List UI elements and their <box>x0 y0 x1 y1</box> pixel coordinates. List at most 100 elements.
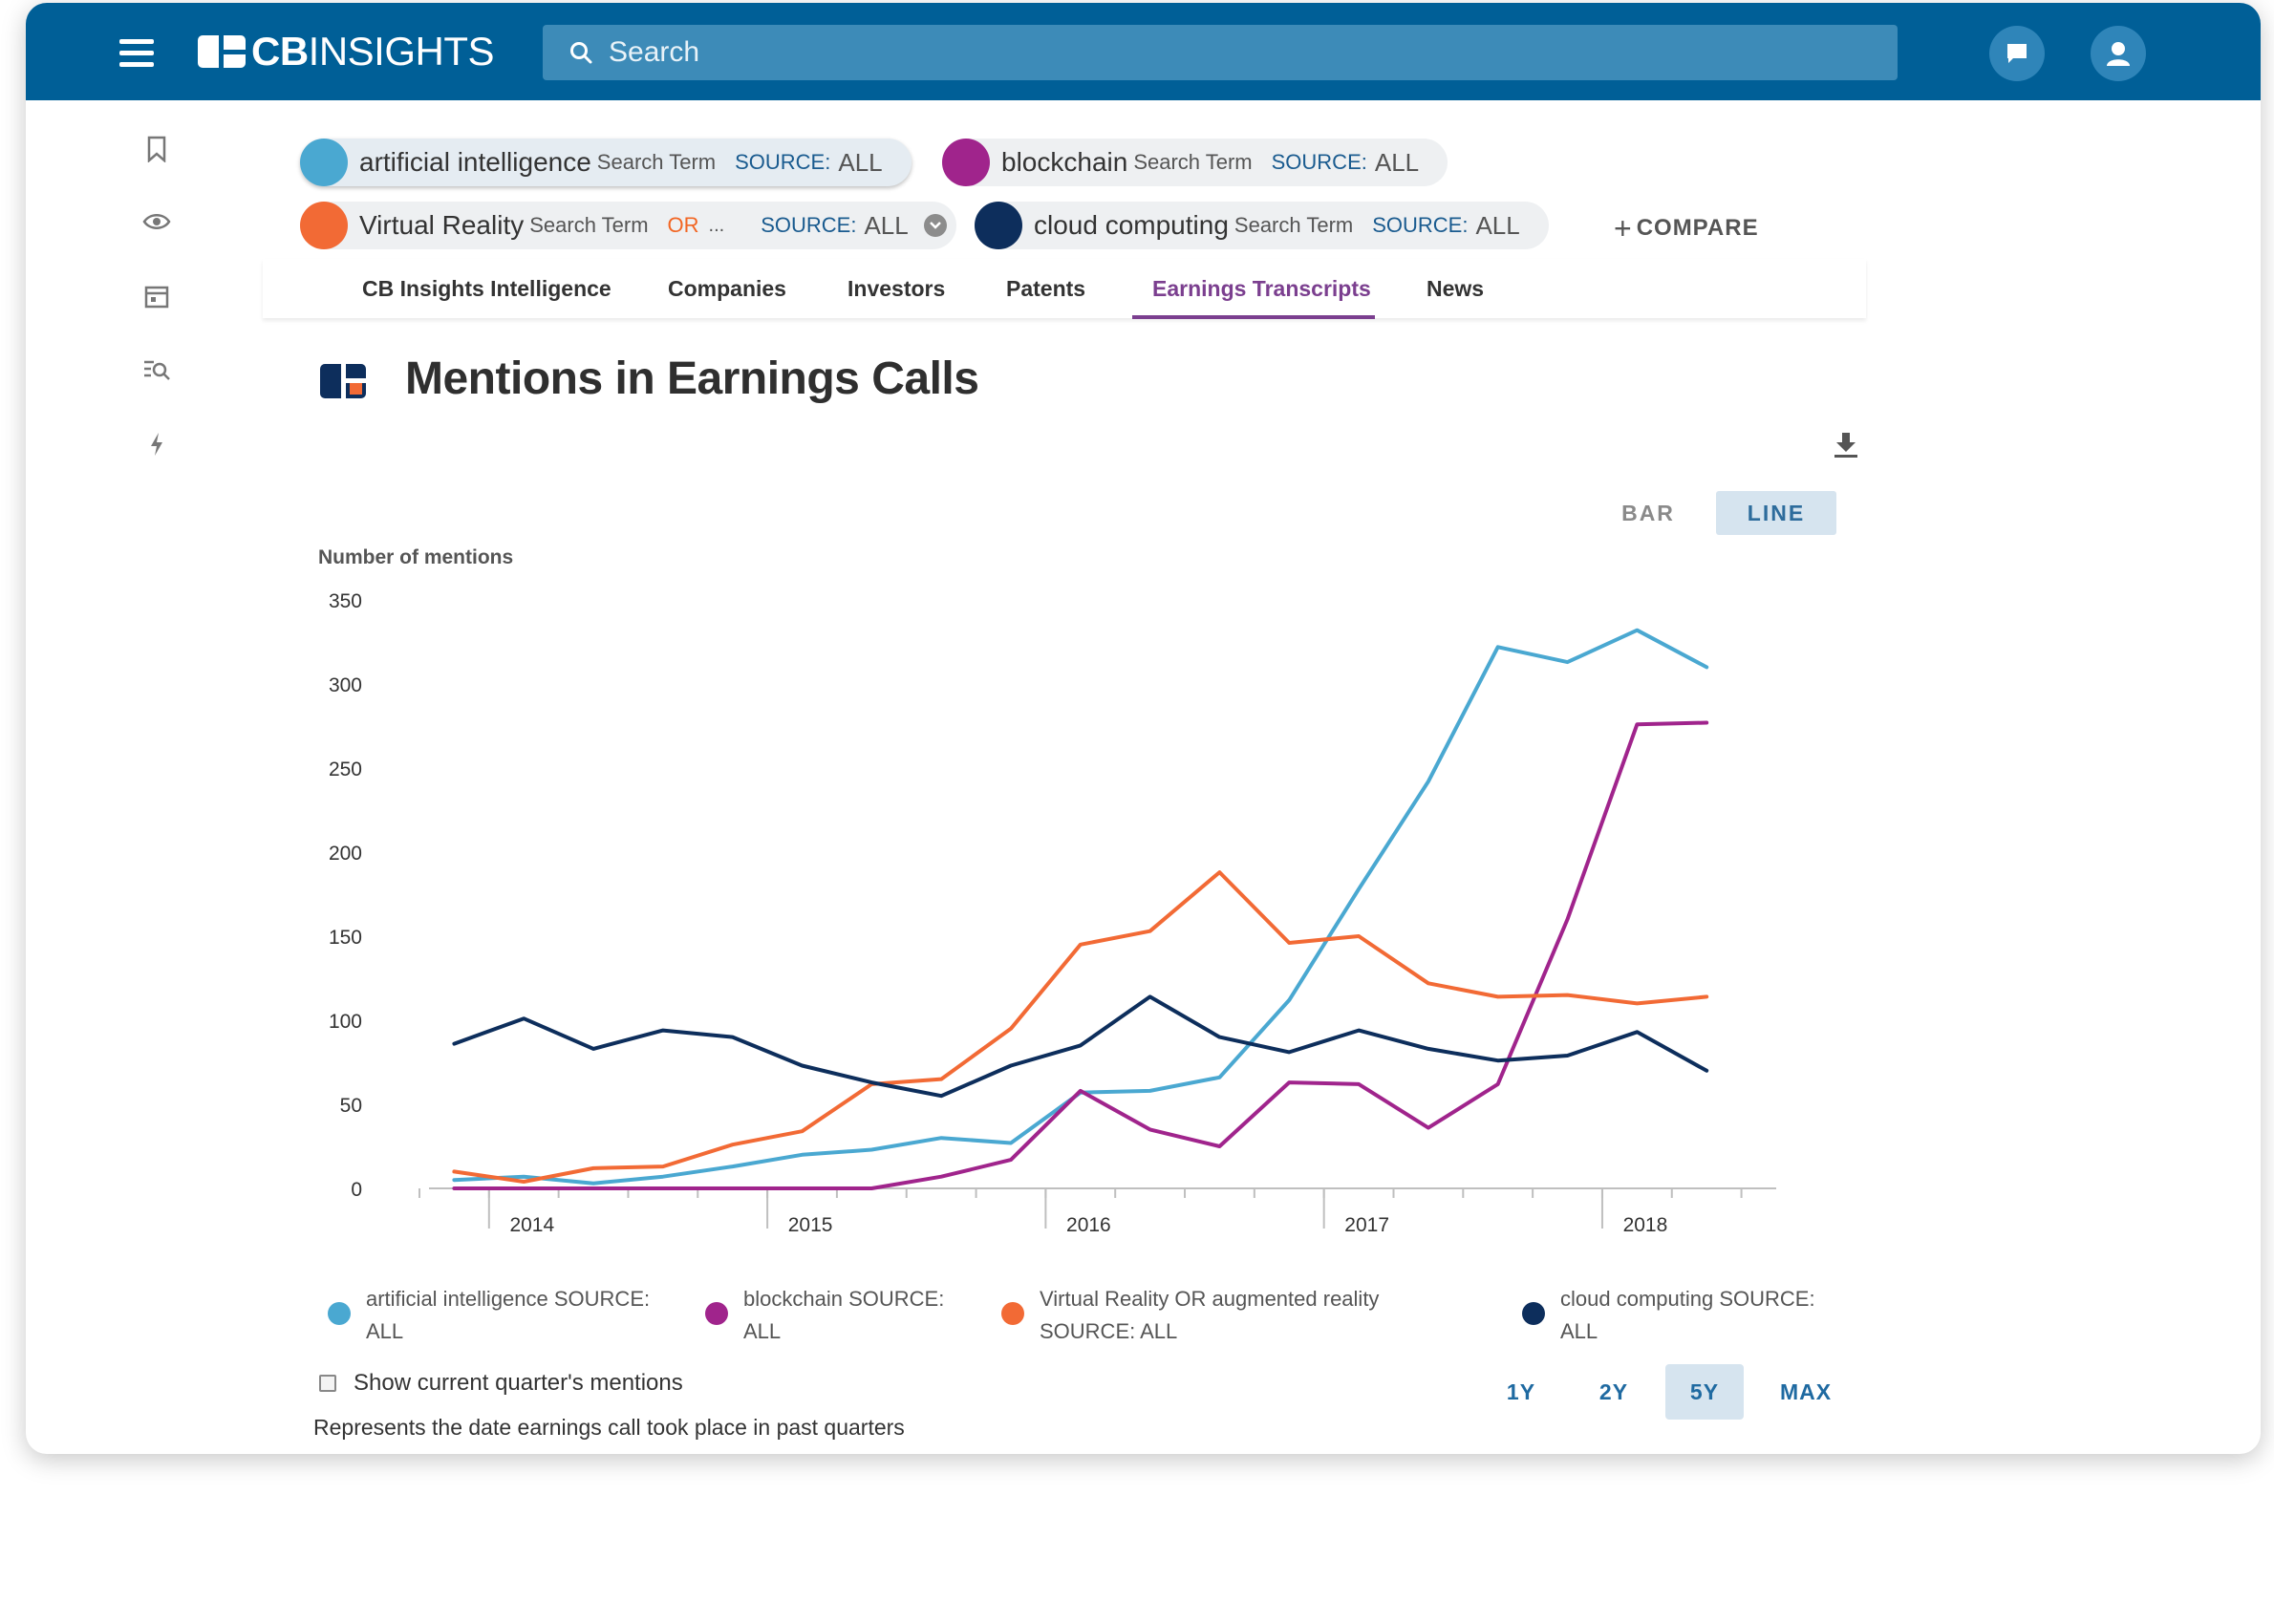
chip-source-value: ALL <box>838 147 883 177</box>
tab-companies[interactable]: Companies <box>668 276 786 301</box>
chip-dropdown-icon[interactable] <box>923 214 947 237</box>
legend-label: artificial intelligence SOURCE: <box>366 1287 651 1311</box>
legend-item-virtual-reality[interactable]: Virtual Reality OR augmented reality SOUR… <box>1001 1283 1379 1348</box>
lightning-icon[interactable] <box>142 430 171 459</box>
series-line-3 <box>452 994 1709 1099</box>
legend-label: SOURCE: ALL <box>1040 1319 1178 1343</box>
section-title: Mentions in Earnings Calls <box>405 353 979 404</box>
bookmark-icon[interactable] <box>142 135 171 163</box>
series-line-2 <box>452 870 1709 1184</box>
range-2y-button[interactable]: 2Y <box>1598 1379 1629 1404</box>
tab-patents[interactable]: Patents <box>1006 276 1086 301</box>
show-current-quarter-option[interactable]: Show current quarter's mentions <box>319 1370 683 1397</box>
y-tick-label: 250 <box>329 759 362 780</box>
legend-item-artificial-intelligence[interactable]: artificial intelligence SOURCE: ALL <box>328 1283 650 1348</box>
y-tick-label: 200 <box>329 843 362 865</box>
range-max-button[interactable]: MAX <box>1779 1379 1833 1404</box>
chip-kind: Search Term <box>1133 150 1253 174</box>
active-tab-indicator <box>1132 315 1375 319</box>
chip-term: blockchain <box>1001 147 1128 177</box>
y-axis-title: Number of mentions <box>318 546 513 568</box>
bar-view-button[interactable]: BAR <box>1621 501 1675 525</box>
legend-item-blockchain[interactable]: blockchain SOURCE: ALL <box>705 1283 944 1348</box>
y-tick-label: 300 <box>329 674 362 696</box>
plus-icon: + <box>1614 210 1633 246</box>
cb-insights-logo[interactable]: CBINSIGHTS <box>198 29 495 74</box>
show-current-quarter-label: Show current quarter's mentions <box>354 1370 683 1396</box>
search-bar[interactable] <box>543 25 1898 80</box>
chip-kind: Search Term <box>1234 213 1354 237</box>
chip-source-value: ALL <box>1374 147 1420 177</box>
y-tick-label: 350 <box>329 590 362 612</box>
y-tick-label: 150 <box>329 927 362 949</box>
logo-bold-text: CB <box>251 29 309 74</box>
legend-label: blockchain SOURCE: <box>743 1287 945 1311</box>
series-line-0 <box>452 628 1709 1186</box>
legend-label: ALL <box>1560 1319 1598 1343</box>
chip-kind: Search Term <box>596 150 717 174</box>
chip-kind: Search Term <box>529 213 649 237</box>
eye-icon[interactable] <box>142 207 171 236</box>
menu-icon[interactable] <box>119 39 154 68</box>
x-tick-label: 2017 <box>1344 1214 1389 1236</box>
series-line-1 <box>452 720 1709 1190</box>
legend-label: Virtual Reality OR augmented reality <box>1040 1287 1380 1311</box>
legend-dot <box>328 1302 351 1325</box>
tab-investors[interactable]: Investors <box>847 276 946 301</box>
legend-dot <box>1001 1302 1024 1325</box>
chip-source-value: ALL <box>864 210 909 240</box>
legend-item-cloud-computing[interactable]: cloud computing SOURCE: ALL <box>1522 1283 1815 1348</box>
profile-button[interactable] <box>2091 26 2146 81</box>
user-icon <box>2107 42 2130 66</box>
tab-cb-insights-intelligence[interactable]: CB Insights Intelligence <box>362 276 611 301</box>
tab-earnings-transcripts[interactable]: Earnings Transcripts <box>1152 276 1371 301</box>
series-color-dot <box>942 139 990 186</box>
series-color-dot <box>300 202 348 249</box>
line-view-button[interactable]: LINE <box>1716 491 1836 535</box>
calendar-icon[interactable] <box>142 283 171 311</box>
app-window: CBINSIGHTS <box>26 3 2261 1454</box>
chip-virtual-reality[interactable]: Virtual Reality Search Term OR ... SOURC… <box>300 202 956 249</box>
chip-ellipsis: ... <box>708 214 725 236</box>
chip-blockchain[interactable]: blockchain Search Term SOURCE: ALL <box>942 139 1448 186</box>
x-tick-label: 2016 <box>1066 1214 1111 1236</box>
tab-news[interactable]: News <box>1427 276 1485 301</box>
x-tick-label: 2015 <box>788 1214 833 1236</box>
legend-label: ALL <box>743 1319 782 1343</box>
chip-source-value: ALL <box>1475 210 1520 240</box>
search-input[interactable] <box>609 36 1851 69</box>
search-icon <box>570 42 592 64</box>
chip-source-label: SOURCE: <box>1271 150 1367 174</box>
line-chart: Number of mentions 0 50 100 150 200 250 300 350… <box>318 546 1776 1236</box>
download-icon[interactable] <box>1833 431 1859 459</box>
chip-term: cloud computing <box>1034 210 1229 240</box>
x-tick-label: 2014 <box>509 1214 554 1236</box>
y-tick-label: 100 <box>329 1011 362 1033</box>
tab-bar: CB Insights Intelligence Companies Inves… <box>263 259 1866 319</box>
series-color-dot <box>975 202 1022 249</box>
chip-source-label: SOURCE: <box>1372 213 1469 237</box>
chart-note: Represents the date earnings call took p… <box>313 1415 905 1440</box>
range-5y-button[interactable]: 5Y <box>1665 1364 1744 1420</box>
chat-button[interactable] <box>1989 26 2045 81</box>
chip-or: OR <box>667 213 699 237</box>
legend-label: ALL <box>366 1319 404 1343</box>
compare-button[interactable]: + COMPARE <box>1614 210 1759 246</box>
range-1y-button[interactable]: 1Y <box>1506 1379 1536 1404</box>
chip-cloud-computing[interactable]: cloud computing Search Term SOURCE: ALL <box>975 202 1549 249</box>
cb-insights-mark-icon <box>320 364 366 398</box>
y-tick-label: 0 <box>351 1179 362 1201</box>
y-tick-label: 50 <box>340 1095 362 1117</box>
chip-term: Virtual Reality <box>359 210 525 240</box>
logo-mark-icon <box>198 35 246 68</box>
chip-source-label: SOURCE: <box>735 150 831 174</box>
chip-term: artificial intelligence <box>359 147 591 177</box>
chip-artificial-intelligence[interactable]: artificial intelligence Search Term SOUR… <box>300 139 912 186</box>
show-current-quarter-checkbox[interactable] <box>319 1375 336 1392</box>
chat-icon <box>2007 44 2027 63</box>
compare-label: COMPARE <box>1636 215 1759 241</box>
legend-dot <box>1522 1302 1545 1325</box>
logo-text: INSIGHTS <box>308 29 495 74</box>
series-color-dot <box>300 139 348 186</box>
search-list-icon[interactable] <box>142 356 171 385</box>
